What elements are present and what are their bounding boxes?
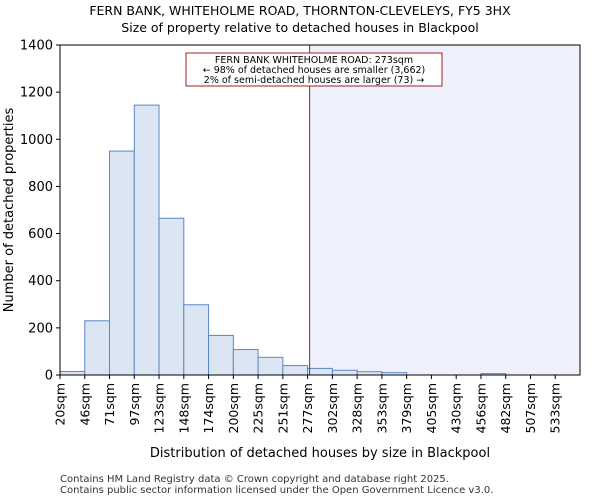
x-tick-label: 379sqm <box>399 383 414 433</box>
bar-225sqm <box>257 356 284 376</box>
x-tick-label: 277sqm <box>300 383 315 433</box>
y-tick-label: 1400 <box>20 39 53 54</box>
x-tick-label: 251sqm <box>275 383 290 433</box>
x-tick-label: 353sqm <box>374 383 389 433</box>
bar-71sqm <box>109 150 135 376</box>
annotation-line: 2% of semi-detached houses are larger (7… <box>204 75 424 86</box>
chart-title: FERN BANK, WHITEHOLME ROAD, THORNTON-CLE… <box>89 3 511 18</box>
x-tick-label: 148sqm <box>176 383 191 433</box>
y-tick-label: 400 <box>28 274 53 289</box>
plot-frame <box>59 44 581 376</box>
bar-200sqm <box>232 349 259 376</box>
annotation-frame <box>185 52 443 87</box>
footer-line-1: Contains HM Land Registry data © Crown c… <box>60 474 449 485</box>
y-tick-label: 600 <box>28 227 53 242</box>
y-tick-label: 1000 <box>20 133 53 148</box>
x-tick-label: 328sqm <box>350 383 365 433</box>
bar-20sqm <box>59 370 86 376</box>
bar-251sqm <box>282 365 309 376</box>
y-tick-label: 800 <box>28 180 53 195</box>
bar-123sqm <box>158 217 185 376</box>
bar-277sqm <box>307 367 333 376</box>
footer-line-2: Contains public sector information licen… <box>60 485 494 496</box>
x-axis: 20sqm 46sqm 71sqm 97sqm 123sqm 148sqm 174sqm 20… <box>53 375 563 433</box>
y-axis: 0 200 400 600 800 1000 1200 1400 <box>20 39 60 384</box>
x-tick-label: 302sqm <box>325 383 340 433</box>
bar-174sqm <box>208 334 234 376</box>
x-tick-label: 71sqm <box>102 383 117 426</box>
x-tick-label: 123sqm <box>152 383 167 433</box>
bar-97sqm <box>133 104 160 376</box>
x-tick-label: 507sqm <box>523 383 538 433</box>
y-tick-label: 1200 <box>20 86 53 101</box>
x-tick-label: 405sqm <box>424 383 439 433</box>
x-tick-label: 200sqm <box>226 383 241 433</box>
x-tick-label: 482sqm <box>498 383 513 433</box>
annotation-box: FERN BANK WHITEHOLME ROAD: 273sqm← 98% o… <box>185 52 443 87</box>
y-tick-label: 200 <box>28 321 53 336</box>
y-axis-label: Number of detached properties <box>2 108 17 313</box>
x-tick-label: 97sqm <box>127 383 142 426</box>
bar-46sqm <box>84 320 111 376</box>
annotation-line: ← 98% of detached houses are smaller (3,… <box>203 65 426 76</box>
x-tick-label: 46sqm <box>77 383 92 426</box>
bar-302sqm <box>331 369 358 376</box>
annotation-line: FERN BANK WHITEHOLME ROAD: 273sqm <box>215 55 413 66</box>
x-tick-label: 456sqm <box>473 383 488 433</box>
chart-subtitle: Size of property relative to detached ho… <box>121 20 479 35</box>
x-tick-label: 174sqm <box>201 383 216 433</box>
y-tick-label: 0 <box>45 369 53 384</box>
x-tick-label: 430sqm <box>449 383 464 433</box>
x-tick-label: 225sqm <box>251 383 266 433</box>
x-tick-label: 533sqm <box>548 383 563 433</box>
bars-group <box>59 104 507 376</box>
x-axis-label: Distribution of detached houses by size … <box>150 446 490 461</box>
larger-region-highlight <box>309 45 580 375</box>
x-tick-label: 20sqm <box>53 383 68 426</box>
bar-148sqm <box>183 304 210 376</box>
